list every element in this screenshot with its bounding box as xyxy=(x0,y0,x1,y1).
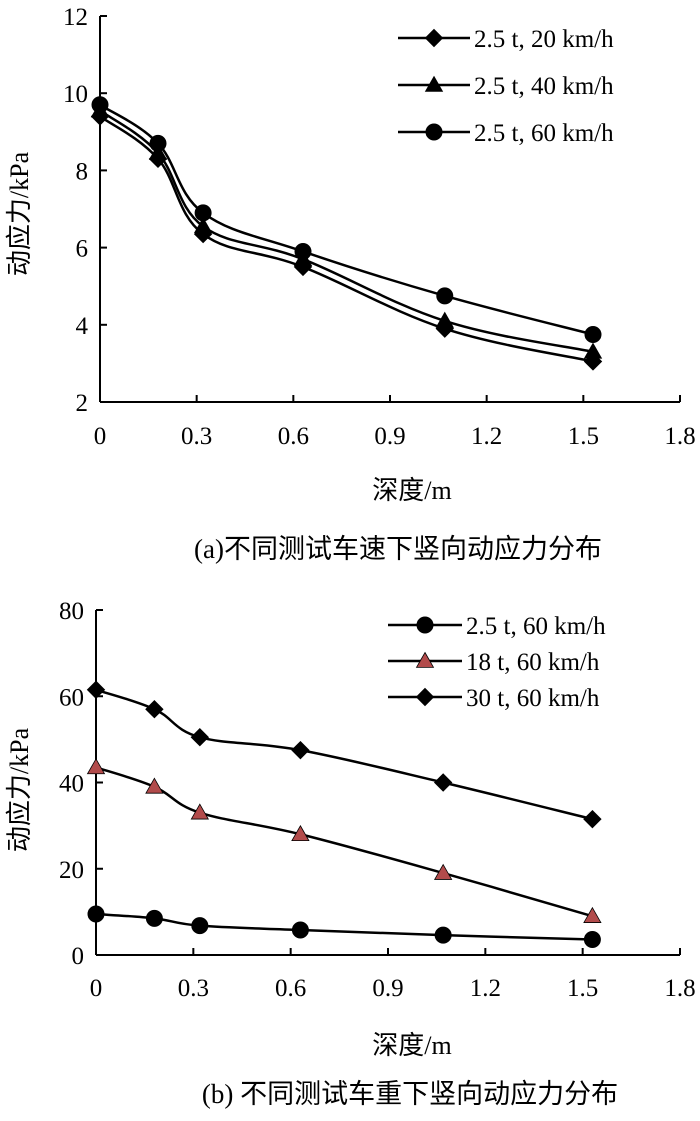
x-tick-label: 1.2 xyxy=(470,975,501,1002)
x-tick-label: 0.9 xyxy=(372,975,403,1002)
x-tick-label: 1.5 xyxy=(567,975,598,1002)
x-tick-label: 0.6 xyxy=(275,975,306,1002)
y-tick-label: 8 xyxy=(76,158,89,185)
y-tick-label: 80 xyxy=(59,598,84,625)
legend-marker xyxy=(415,687,435,707)
y-tick-label: 0 xyxy=(72,943,85,970)
y-axis-title: 动应力/kPa xyxy=(5,151,34,276)
x-tick-label: 0.3 xyxy=(181,423,212,450)
x-tick-label: 1.2 xyxy=(471,423,502,450)
chart-caption: (b) 不同测试车重下竖向动应力分布 xyxy=(202,1079,618,1109)
legend-marker xyxy=(424,75,444,92)
data-point xyxy=(91,96,109,114)
data-point xyxy=(194,204,212,222)
data-point xyxy=(145,909,163,927)
data-point xyxy=(433,863,453,880)
chart-panel-b: 0 20 40 60 80 0 0.3 0.6 0.9 1.2 1.5 1.8 动应力/kPa 深度/m (… xyxy=(5,598,696,1109)
data-point xyxy=(583,342,603,359)
y-tick-label: 10 xyxy=(63,81,88,108)
legend-marker xyxy=(416,616,434,634)
legend-label: 2.5 t, 20 km/h xyxy=(474,26,614,53)
x-tick-label: 0 xyxy=(94,423,107,450)
data-point xyxy=(86,758,106,775)
data-point xyxy=(584,325,602,343)
data-point xyxy=(436,287,454,305)
x-tick-label: 0 xyxy=(90,975,103,1002)
x-tick-label: 0.9 xyxy=(374,423,405,450)
x-axis-title: 深度/m xyxy=(372,1031,451,1060)
y-tick-label: 2 xyxy=(76,390,89,417)
x-tick-label: 1.8 xyxy=(664,423,695,450)
data-point xyxy=(435,311,454,328)
legend-label: 18 t, 60 km/h xyxy=(466,649,600,676)
legend-marker xyxy=(415,651,435,668)
y-axis-title: 动应力/kPa xyxy=(5,727,34,852)
data-point xyxy=(433,773,453,792)
x-tick-label: 0.3 xyxy=(178,975,209,1002)
y-tick-label: 6 xyxy=(76,236,89,263)
x-axis-title: 深度/m xyxy=(372,476,451,505)
data-point xyxy=(583,930,601,948)
data-point xyxy=(291,740,310,760)
legend-label: 30 t, 60 km/h xyxy=(466,685,600,712)
data-point xyxy=(434,926,452,944)
data-point xyxy=(87,905,105,923)
legend-label: 2.5 t, 60 km/h xyxy=(466,613,606,640)
chart-caption: (a)不同测试车速下竖向动应力分布 xyxy=(194,534,602,564)
legend-label: 2.5 t, 40 km/h xyxy=(474,73,614,100)
y-tick-label: 20 xyxy=(59,857,84,884)
data-point xyxy=(583,906,602,923)
chart-panel-a: 2 4 6 8 10 12 0 0.3 0.6 0.9 1.2 1.5 1.8 动应力/kPa 深度/m (a… xyxy=(5,4,696,564)
data-point xyxy=(149,134,167,152)
legend-marker xyxy=(424,28,444,48)
y-tick-label: 60 xyxy=(59,684,84,711)
x-tick-label: 1.8 xyxy=(664,975,695,1002)
x-tick-label: 1.5 xyxy=(568,423,599,450)
data-point xyxy=(193,217,213,234)
data-point xyxy=(145,699,164,719)
data-point xyxy=(291,824,310,842)
data-point xyxy=(190,803,210,820)
y-tick-label: 40 xyxy=(59,771,84,798)
y-tick-label: 4 xyxy=(76,313,89,340)
data-point xyxy=(148,143,168,160)
data-point xyxy=(86,680,106,699)
legend-marker xyxy=(425,123,443,141)
legend-label: 2.5 t, 60 km/h xyxy=(474,120,614,147)
data-point xyxy=(190,728,210,747)
data-point xyxy=(291,921,309,939)
data-point xyxy=(191,917,209,935)
y-tick-label: 12 xyxy=(63,4,88,31)
data-point xyxy=(583,809,602,829)
x-tick-label: 0.6 xyxy=(278,423,309,450)
data-point xyxy=(294,242,312,260)
data-point xyxy=(145,777,164,794)
